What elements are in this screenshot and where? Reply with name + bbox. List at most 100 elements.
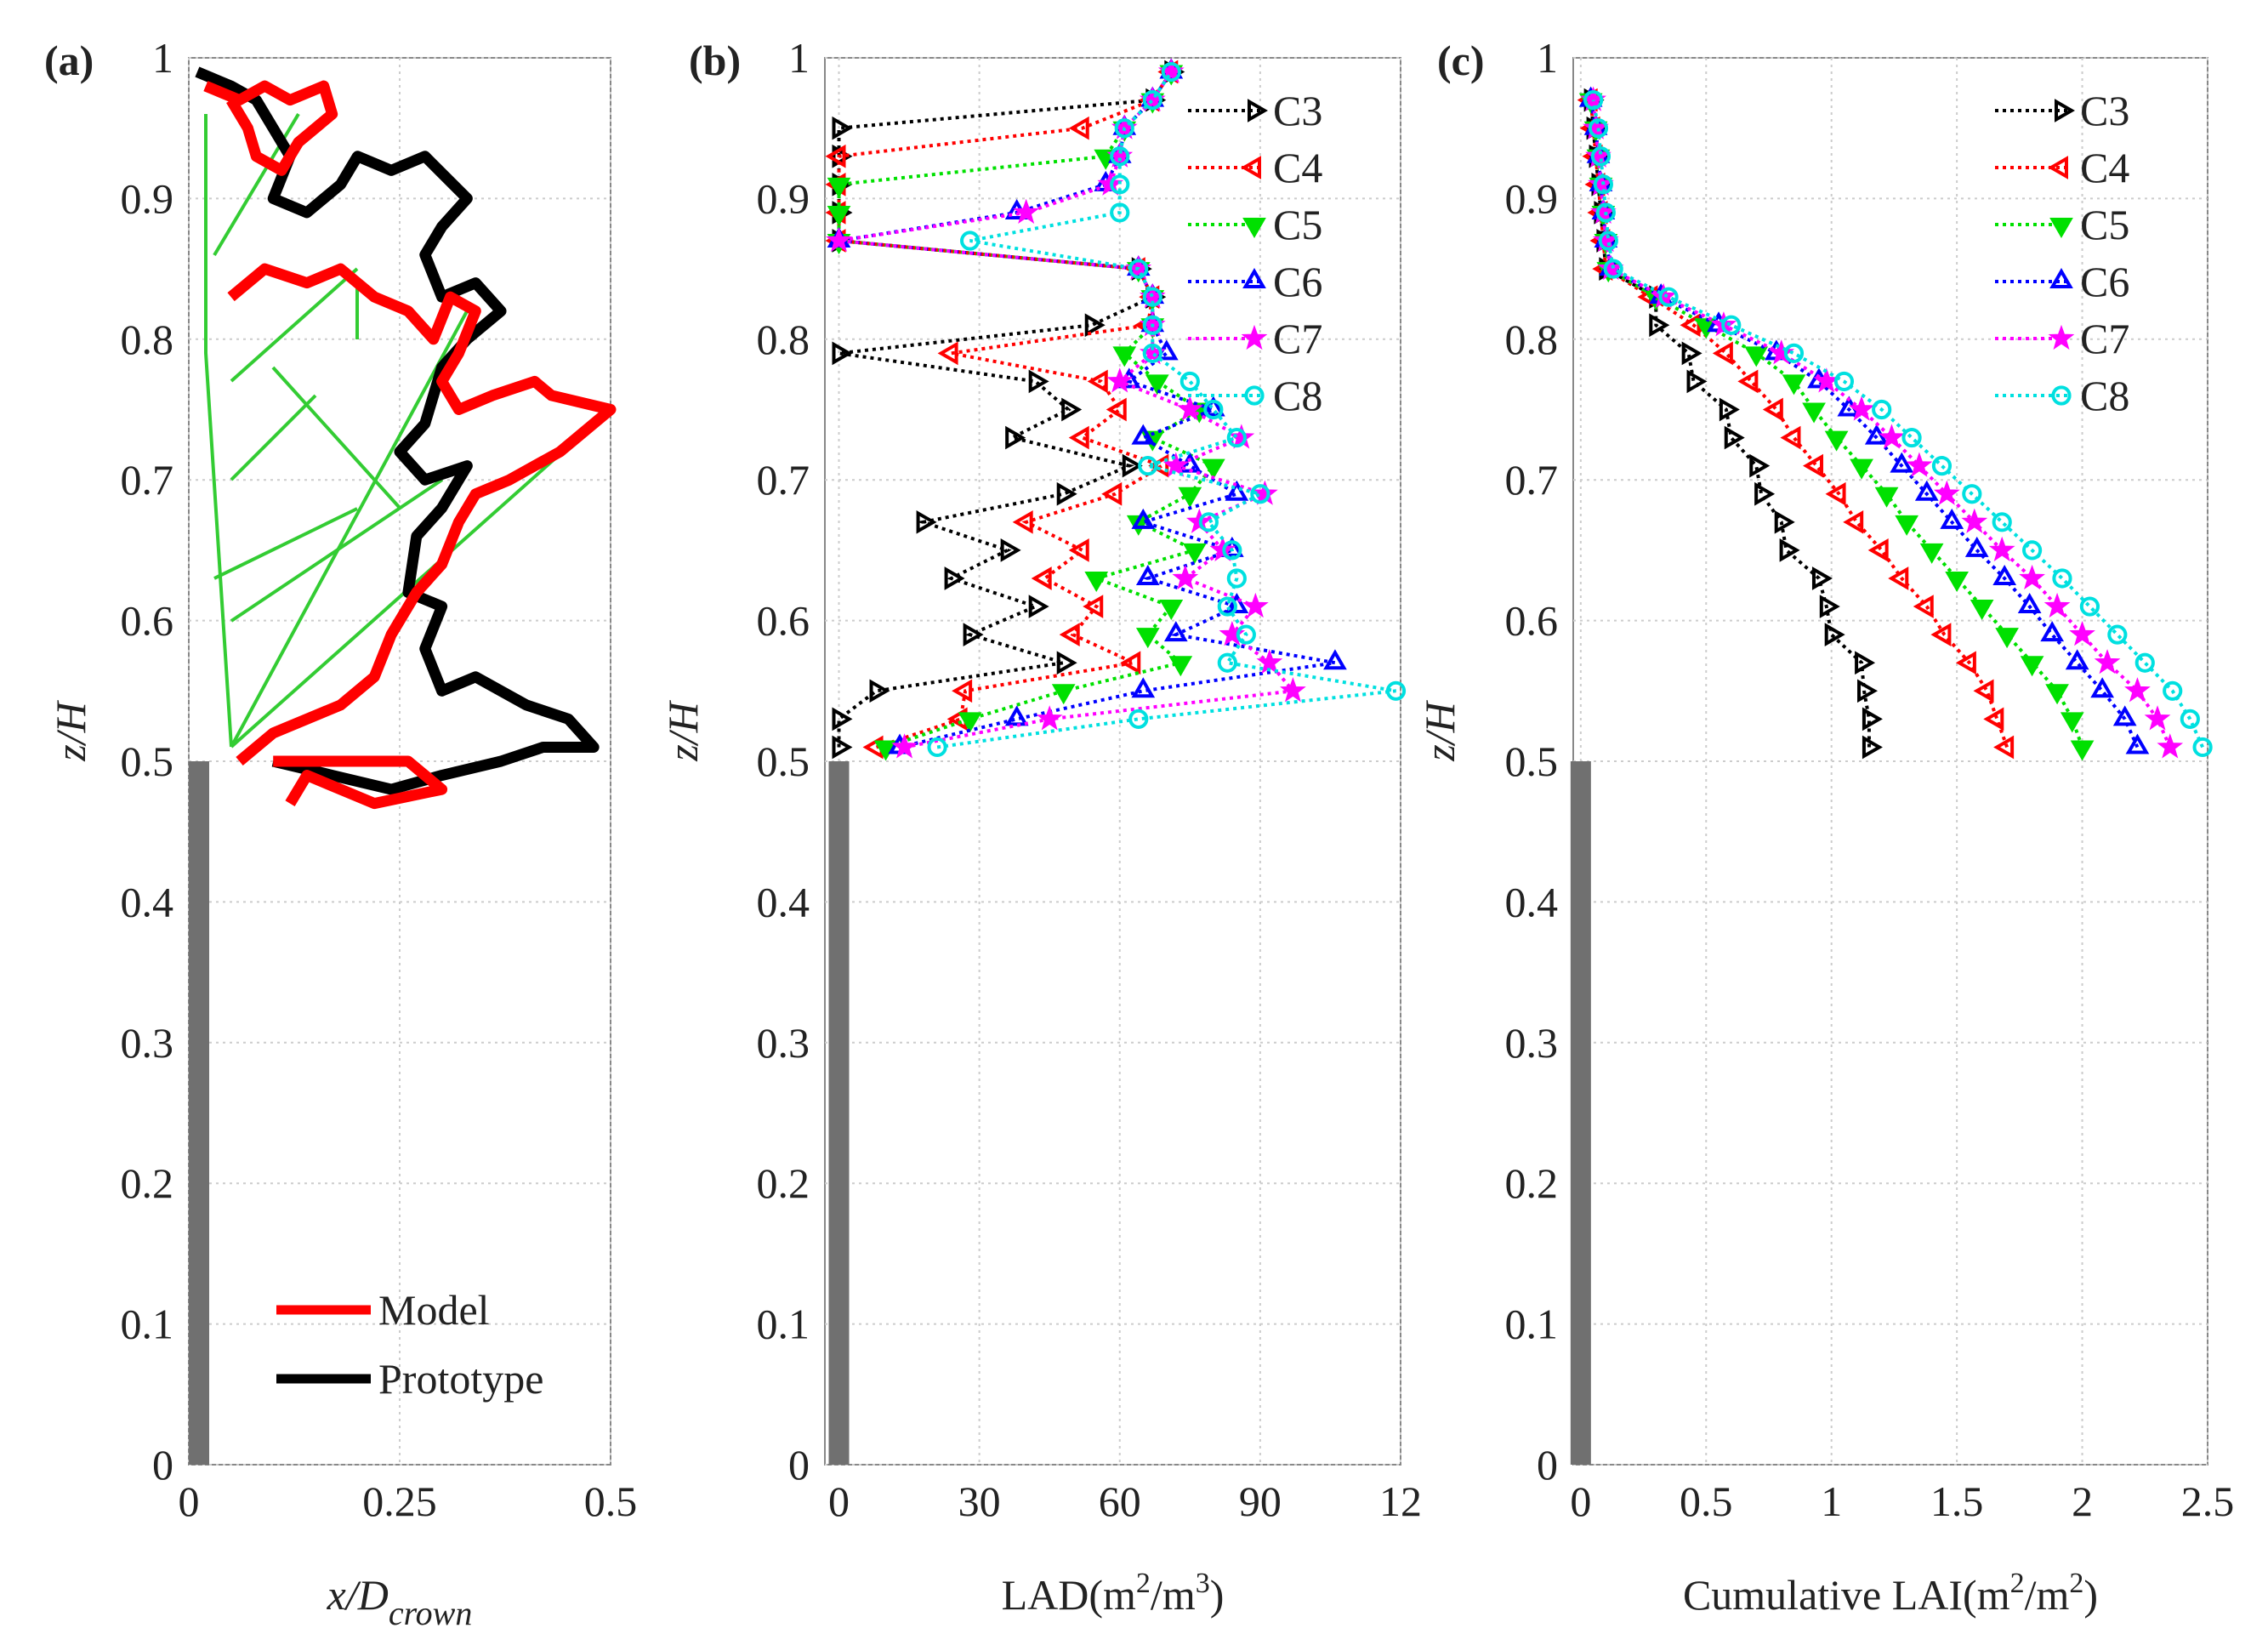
data-point [2192,737,2213,758]
data-point [2045,684,2069,705]
data-point [1004,705,1029,726]
data-point [1005,425,1026,450]
data-point [1128,259,1149,279]
plot-area [1572,57,2208,1466]
data-point [1964,536,1989,557]
x-axis-label-part: Cumulative LAI(m [1683,1571,2010,1619]
panel-label: (b) [689,37,741,84]
y-tick-label: 0.3 [1505,1019,1559,1067]
data-point [1724,425,1745,450]
data-point [1774,509,1795,534]
data-point [2124,677,2151,703]
data-point [1087,369,1108,394]
data-point [1768,339,1795,365]
data-point [1583,90,1604,111]
data-point [1995,628,2019,649]
data-point [1280,677,1306,703]
series-line [1589,100,1871,748]
data-point [1217,652,1237,673]
data-point [944,566,965,590]
data-point [2070,740,2095,761]
y-tick-label: 1 [1537,34,1558,82]
y-tick-label: 0.9 [757,174,810,222]
data-point [2052,568,2072,589]
y-tick-label: 0.2 [757,1159,810,1207]
data-point [1595,202,1616,223]
data-point [1128,709,1149,729]
data-point [1712,341,1733,366]
data-point [1110,202,1130,223]
data-point [1862,735,1883,760]
data-point [1588,118,1609,139]
legend-label: Model [378,1286,490,1334]
data-point [1962,484,1982,504]
data-point [1114,118,1134,139]
data-point [826,226,852,253]
branch [230,394,317,481]
data-point [1028,595,1049,618]
y-tick-label: 0.4 [757,878,810,925]
y-tick-label: 0.7 [757,456,810,504]
data-point [1843,509,1864,534]
data-point [2043,592,2071,618]
series-line [195,66,600,795]
data-point [1201,458,1225,480]
data-point [1888,566,1909,590]
legend-label: C3 [2080,87,2129,134]
data-point [1914,480,1939,501]
data-point [2069,620,2095,646]
data-point [1122,453,1143,478]
data-point [825,144,846,168]
data-point [2060,712,2084,733]
data-point [1930,623,1952,646]
data-point [1993,735,2015,760]
data-point [827,177,851,198]
data-point [1131,677,1156,698]
x-axis-label-part: 2 [2010,1568,2025,1599]
data-point [1110,146,1130,167]
y-tick-label: 0.5 [1505,737,1559,785]
legend-label: C6 [2080,258,2129,305]
data-point [1824,430,1849,452]
y-tick-label: 1 [788,34,810,82]
data-point [1945,571,1969,592]
data-point [2112,705,2137,726]
data-point [2094,649,2121,675]
legend-label: C5 [2080,201,2129,248]
series-line [203,80,338,176]
data-point [1225,480,1249,501]
data-point [1138,456,1158,476]
data-point [1992,564,2017,585]
y-axis-label: z/H [1416,699,1464,761]
branch [230,267,359,383]
branch [204,114,233,748]
data-point [916,509,937,534]
data-point [1142,343,1162,363]
data-point [1162,452,1190,477]
data-point [952,679,973,703]
x-axis-label-part: 2 [2069,1568,2083,1599]
data-point [1226,427,1247,448]
data-point [1988,536,2015,561]
y-tick-label: 0.7 [1505,456,1559,504]
x-axis-label: x/Dcrown [327,1571,473,1632]
data-point [1855,651,1876,675]
data-point [2017,593,2042,614]
data-point [2144,705,2171,731]
data-point [1198,512,1219,532]
data-point [1236,624,1256,645]
y-tick-label: 0.2 [121,1159,174,1207]
y-tick-label: 0.8 [121,316,174,363]
data-point [1719,397,1740,422]
data-point [960,231,981,251]
y-tick-label: 0.1 [757,1301,810,1348]
data-point [2180,709,2200,729]
legend-marker [1242,218,1266,238]
x-axis-label: LAD(m2/m3) [1002,1568,1225,1619]
y-tick-label: 0.6 [757,597,810,645]
legend-marker [2055,99,2076,122]
data-point [1857,679,1879,703]
x-axis-label-part: 2 [1136,1568,1151,1599]
data-point [1955,651,1976,675]
data-point [1721,315,1742,335]
